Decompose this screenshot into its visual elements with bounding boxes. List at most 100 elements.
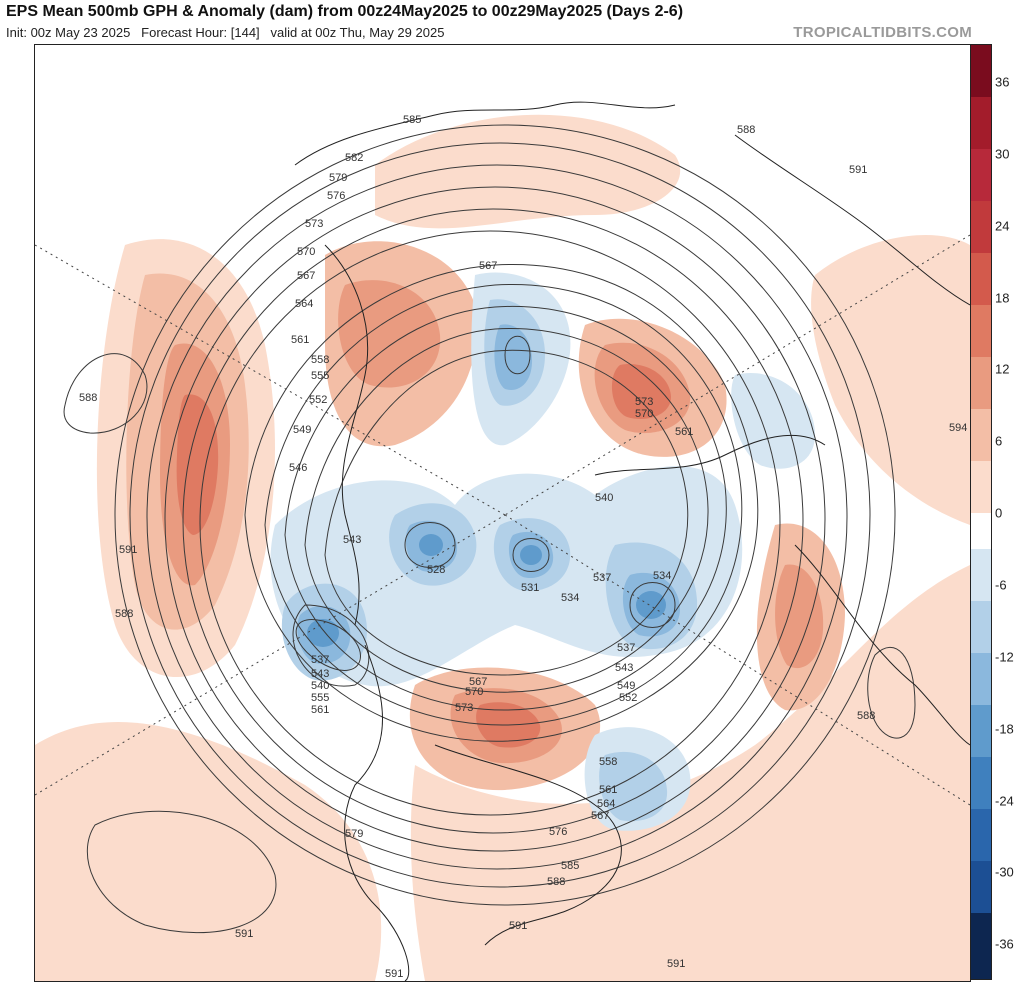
contour-label: 549 bbox=[293, 424, 311, 436]
contour-label: 534 bbox=[561, 592, 579, 604]
contour-label: 588 bbox=[115, 608, 133, 620]
map-svg: 585 582 579 576 573 570 567 564 561 558 … bbox=[35, 45, 970, 981]
contour-label: 537 bbox=[311, 654, 329, 666]
contour-label: 591 bbox=[385, 968, 403, 980]
colorbar-segment bbox=[971, 357, 991, 409]
colorbar-tick-label: 24 bbox=[995, 218, 1010, 234]
colorbar-tick-label: 36 bbox=[995, 74, 1010, 90]
source-watermark: TROPICALTIDBITS.COM bbox=[793, 24, 972, 41]
contour-label: 576 bbox=[327, 190, 345, 202]
contour-label: 561 bbox=[291, 334, 309, 346]
colorbar-segment bbox=[971, 461, 991, 513]
contour-label: 549 bbox=[617, 680, 635, 692]
anomaly-colorbar bbox=[970, 44, 992, 980]
contour-label: 558 bbox=[311, 354, 329, 366]
colorbar-segment bbox=[971, 549, 991, 601]
contour-label: 561 bbox=[311, 704, 329, 716]
colorbar-tick-label: -30 bbox=[995, 864, 1014, 880]
colorbar-tick-label: 6 bbox=[995, 433, 1003, 449]
contour-label: 591 bbox=[509, 920, 527, 932]
contour-label: 573 bbox=[455, 702, 473, 714]
height-contours bbox=[63, 124, 916, 934]
contour-label: 588 bbox=[547, 876, 565, 888]
contour-label: 552 bbox=[619, 692, 637, 704]
contour-label: 591 bbox=[235, 928, 253, 940]
colorbar-segment bbox=[971, 409, 991, 461]
colorbar-segment bbox=[971, 653, 991, 705]
colorbar-segment bbox=[971, 861, 991, 913]
contour-label: 591 bbox=[119, 544, 137, 556]
colorbar-tick-label: 30 bbox=[995, 146, 1010, 162]
contour-label: 573 bbox=[635, 396, 653, 408]
contour-label: 543 bbox=[615, 662, 633, 674]
colorbar-tick-label: -36 bbox=[995, 936, 1014, 952]
contour-label: 564 bbox=[597, 798, 615, 810]
contour-label: 576 bbox=[549, 826, 567, 838]
contour-label: 552 bbox=[309, 394, 327, 406]
map-subtitle: Init: 00z May 23 2025 Forecast Hour: [14… bbox=[6, 25, 444, 40]
forecast-hour: Forecast Hour: [144] bbox=[141, 25, 260, 40]
contour-labels: 585 582 579 576 573 570 567 564 561 558 … bbox=[79, 114, 967, 980]
colorbar-segment bbox=[971, 809, 991, 861]
coastlines bbox=[294, 101, 970, 981]
contour-label: 570 bbox=[297, 246, 315, 258]
contour-label: 540 bbox=[311, 680, 329, 692]
valid-time: valid at 00z Thu, May 29 2025 bbox=[270, 25, 445, 40]
contour-label: 567 bbox=[297, 270, 315, 282]
colorbar-segment bbox=[971, 757, 991, 809]
colorbar-segment bbox=[971, 705, 991, 757]
contour-label: 561 bbox=[675, 426, 693, 438]
contour-label: 561 bbox=[599, 784, 617, 796]
contour-label: 591 bbox=[667, 958, 685, 970]
contour-label: 594 bbox=[949, 422, 967, 434]
contour-label: 567 bbox=[479, 260, 497, 272]
contour-label: 540 bbox=[595, 492, 613, 504]
map-title: EPS Mean 500mb GPH & Anomaly (dam) from … bbox=[6, 3, 684, 20]
contour-label: 567 bbox=[591, 810, 609, 822]
contour-label: 570 bbox=[635, 408, 653, 420]
contour-label: 570 bbox=[465, 686, 483, 698]
colorbar-tick-label: -12 bbox=[995, 649, 1014, 665]
contour-label: 537 bbox=[617, 642, 635, 654]
contour-label: 567 bbox=[469, 676, 487, 688]
contour-label: 537 bbox=[593, 572, 611, 584]
contour-label: 579 bbox=[345, 828, 363, 840]
contour-label: 588 bbox=[737, 124, 755, 136]
colorbar-segment bbox=[971, 45, 991, 97]
contour-label: 585 bbox=[403, 114, 421, 126]
map-panel: 585 582 579 576 573 570 567 564 561 558 … bbox=[34, 44, 971, 982]
init-time: Init: 00z May 23 2025 bbox=[6, 25, 131, 40]
colorbar-segment bbox=[971, 305, 991, 357]
colorbar-segment bbox=[971, 601, 991, 653]
colorbar-segment bbox=[971, 513, 991, 549]
colorbar-segment bbox=[971, 149, 991, 201]
colorbar-tick-label: -6 bbox=[995, 577, 1007, 593]
contour-label: 573 bbox=[305, 218, 323, 230]
colorbar-tick-label: -18 bbox=[995, 721, 1014, 737]
colorbar-segment bbox=[971, 201, 991, 253]
contour-label: 588 bbox=[79, 392, 97, 404]
contour-label: 588 bbox=[857, 710, 875, 722]
contour-label: 558 bbox=[599, 756, 617, 768]
colorbar-tick-label: 12 bbox=[995, 361, 1010, 377]
colorbar-segment bbox=[971, 913, 991, 979]
colorbar-segment bbox=[971, 97, 991, 149]
contour-label: 585 bbox=[561, 860, 579, 872]
graticule bbox=[35, 234, 970, 806]
contour-label: 528 bbox=[427, 564, 445, 576]
contour-label: 546 bbox=[289, 462, 307, 474]
contour-label: 591 bbox=[849, 164, 867, 176]
contour-label: 582 bbox=[345, 152, 363, 164]
colorbar-tick-label: 18 bbox=[995, 290, 1010, 306]
colorbar-tick-label: 0 bbox=[995, 505, 1003, 521]
colorbar-segment bbox=[971, 253, 991, 305]
contour-label: 531 bbox=[521, 582, 539, 594]
colorbar-tick-label: -24 bbox=[995, 793, 1014, 809]
contour-label: 534 bbox=[653, 570, 671, 582]
contour-label: 579 bbox=[329, 172, 347, 184]
contour-label: 543 bbox=[343, 534, 361, 546]
contour-label: 555 bbox=[311, 692, 329, 704]
contour-label: 555 bbox=[311, 370, 329, 382]
contour-label: 543 bbox=[311, 668, 329, 680]
contour-label: 564 bbox=[295, 298, 313, 310]
